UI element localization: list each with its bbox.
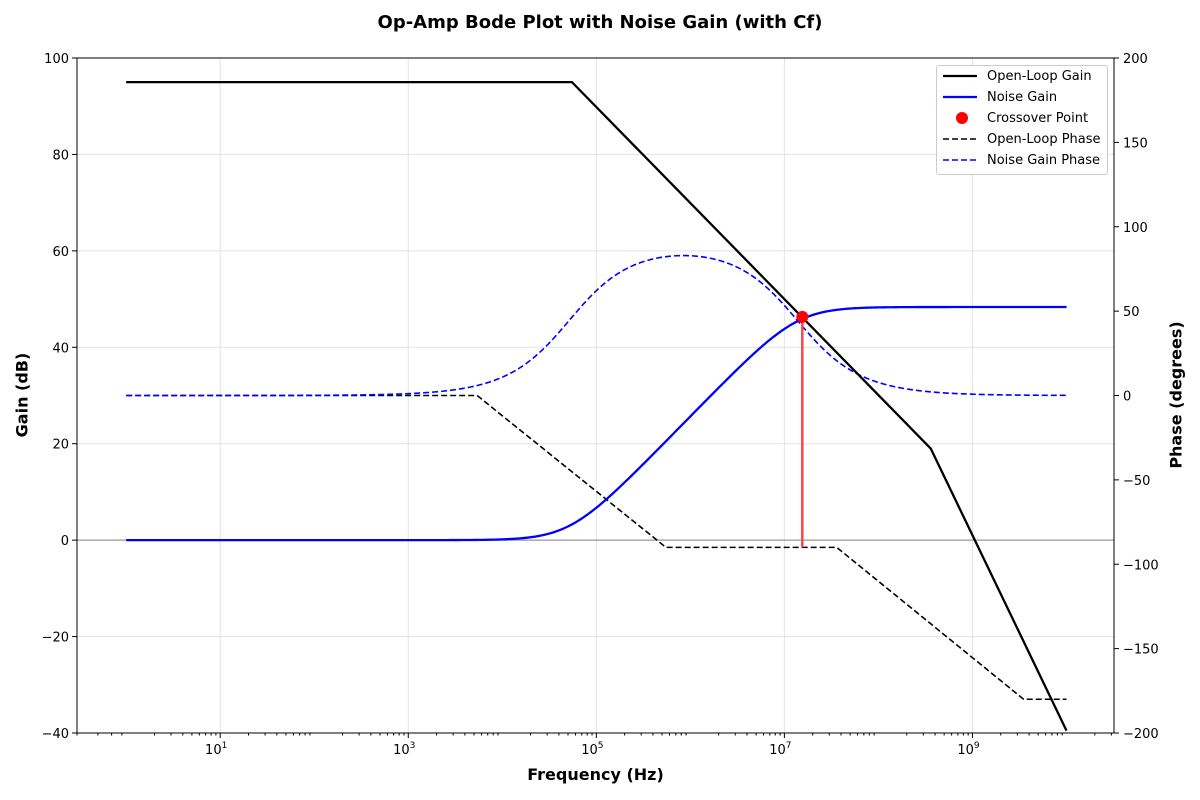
legend-item-open-loop-phase: Open-Loop Phase bbox=[943, 129, 1101, 149]
x-tick-label: 105 bbox=[581, 741, 603, 758]
legend-item-noise-gain-phase: Noise Gain Phase bbox=[943, 150, 1100, 170]
legend-item-noise-gain: Noise Gain bbox=[943, 87, 1057, 107]
crossover-point bbox=[796, 310, 809, 323]
legend-swatch bbox=[943, 138, 977, 140]
y-tick-label: −20 bbox=[42, 631, 69, 646]
y2-tick-label: 150 bbox=[1123, 136, 1148, 151]
series-noise-gain-phase bbox=[126, 254, 1067, 397]
x-axis-label: Frequency (Hz) bbox=[527, 765, 664, 784]
legend-label: Open-Loop Phase bbox=[987, 131, 1101, 147]
plot-frame bbox=[76, 57, 1115, 734]
y2-tick-label: −100 bbox=[1123, 558, 1159, 573]
legend-swatch bbox=[943, 74, 977, 78]
y2-tick-label: −50 bbox=[1123, 474, 1150, 489]
y-tick-label: 100 bbox=[44, 52, 69, 67]
y2-tick-label: −200 bbox=[1123, 727, 1159, 742]
y-tick-label: 20 bbox=[52, 438, 69, 453]
y2-tick-label: 0 bbox=[1123, 390, 1131, 405]
legend: Open-Loop Gain Noise Gain Crossover Poin… bbox=[936, 65, 1108, 175]
series-noise-gain bbox=[126, 305, 1067, 542]
chart-title: Op-Amp Bode Plot with Noise Gain (with C… bbox=[377, 12, 823, 33]
y2-axis-label: Phase (degrees) bbox=[1166, 321, 1186, 469]
y-axis-label: Gain (dB) bbox=[12, 352, 32, 438]
legend-item-open-loop-gain: Open-Loop Gain bbox=[943, 66, 1092, 86]
y2-tick-label: 200 bbox=[1123, 52, 1148, 67]
y2-tick-label: −150 bbox=[1123, 643, 1159, 658]
x-tick-label: 109 bbox=[957, 741, 980, 758]
legend-item-crossover: Crossover Point bbox=[943, 108, 1088, 128]
y2-tick-label: 50 bbox=[1123, 305, 1140, 320]
legend-swatch bbox=[943, 159, 977, 161]
legend-label: Noise Gain bbox=[987, 89, 1058, 105]
legend-label: Noise Gain Phase bbox=[987, 152, 1101, 168]
legend-label: Crossover Point bbox=[987, 110, 1089, 126]
y-tick-label: 60 bbox=[52, 245, 69, 260]
legend-swatch bbox=[943, 95, 977, 99]
x-tick-label: 107 bbox=[769, 741, 791, 758]
series-open-loop-gain bbox=[126, 80, 1068, 732]
x-tick-label: 103 bbox=[393, 741, 415, 758]
legend-swatch bbox=[956, 112, 968, 124]
series-open-loop-phase bbox=[126, 394, 1067, 701]
y-tick-label: 80 bbox=[52, 148, 69, 163]
y-tick-label: 40 bbox=[52, 341, 69, 356]
x-tick-label: 101 bbox=[205, 741, 227, 758]
legend-label: Open-Loop Gain bbox=[987, 68, 1092, 84]
y-tick-label: −40 bbox=[42, 727, 69, 742]
y-tick-label: 0 bbox=[61, 534, 69, 549]
y2-tick-label: 100 bbox=[1123, 221, 1148, 236]
